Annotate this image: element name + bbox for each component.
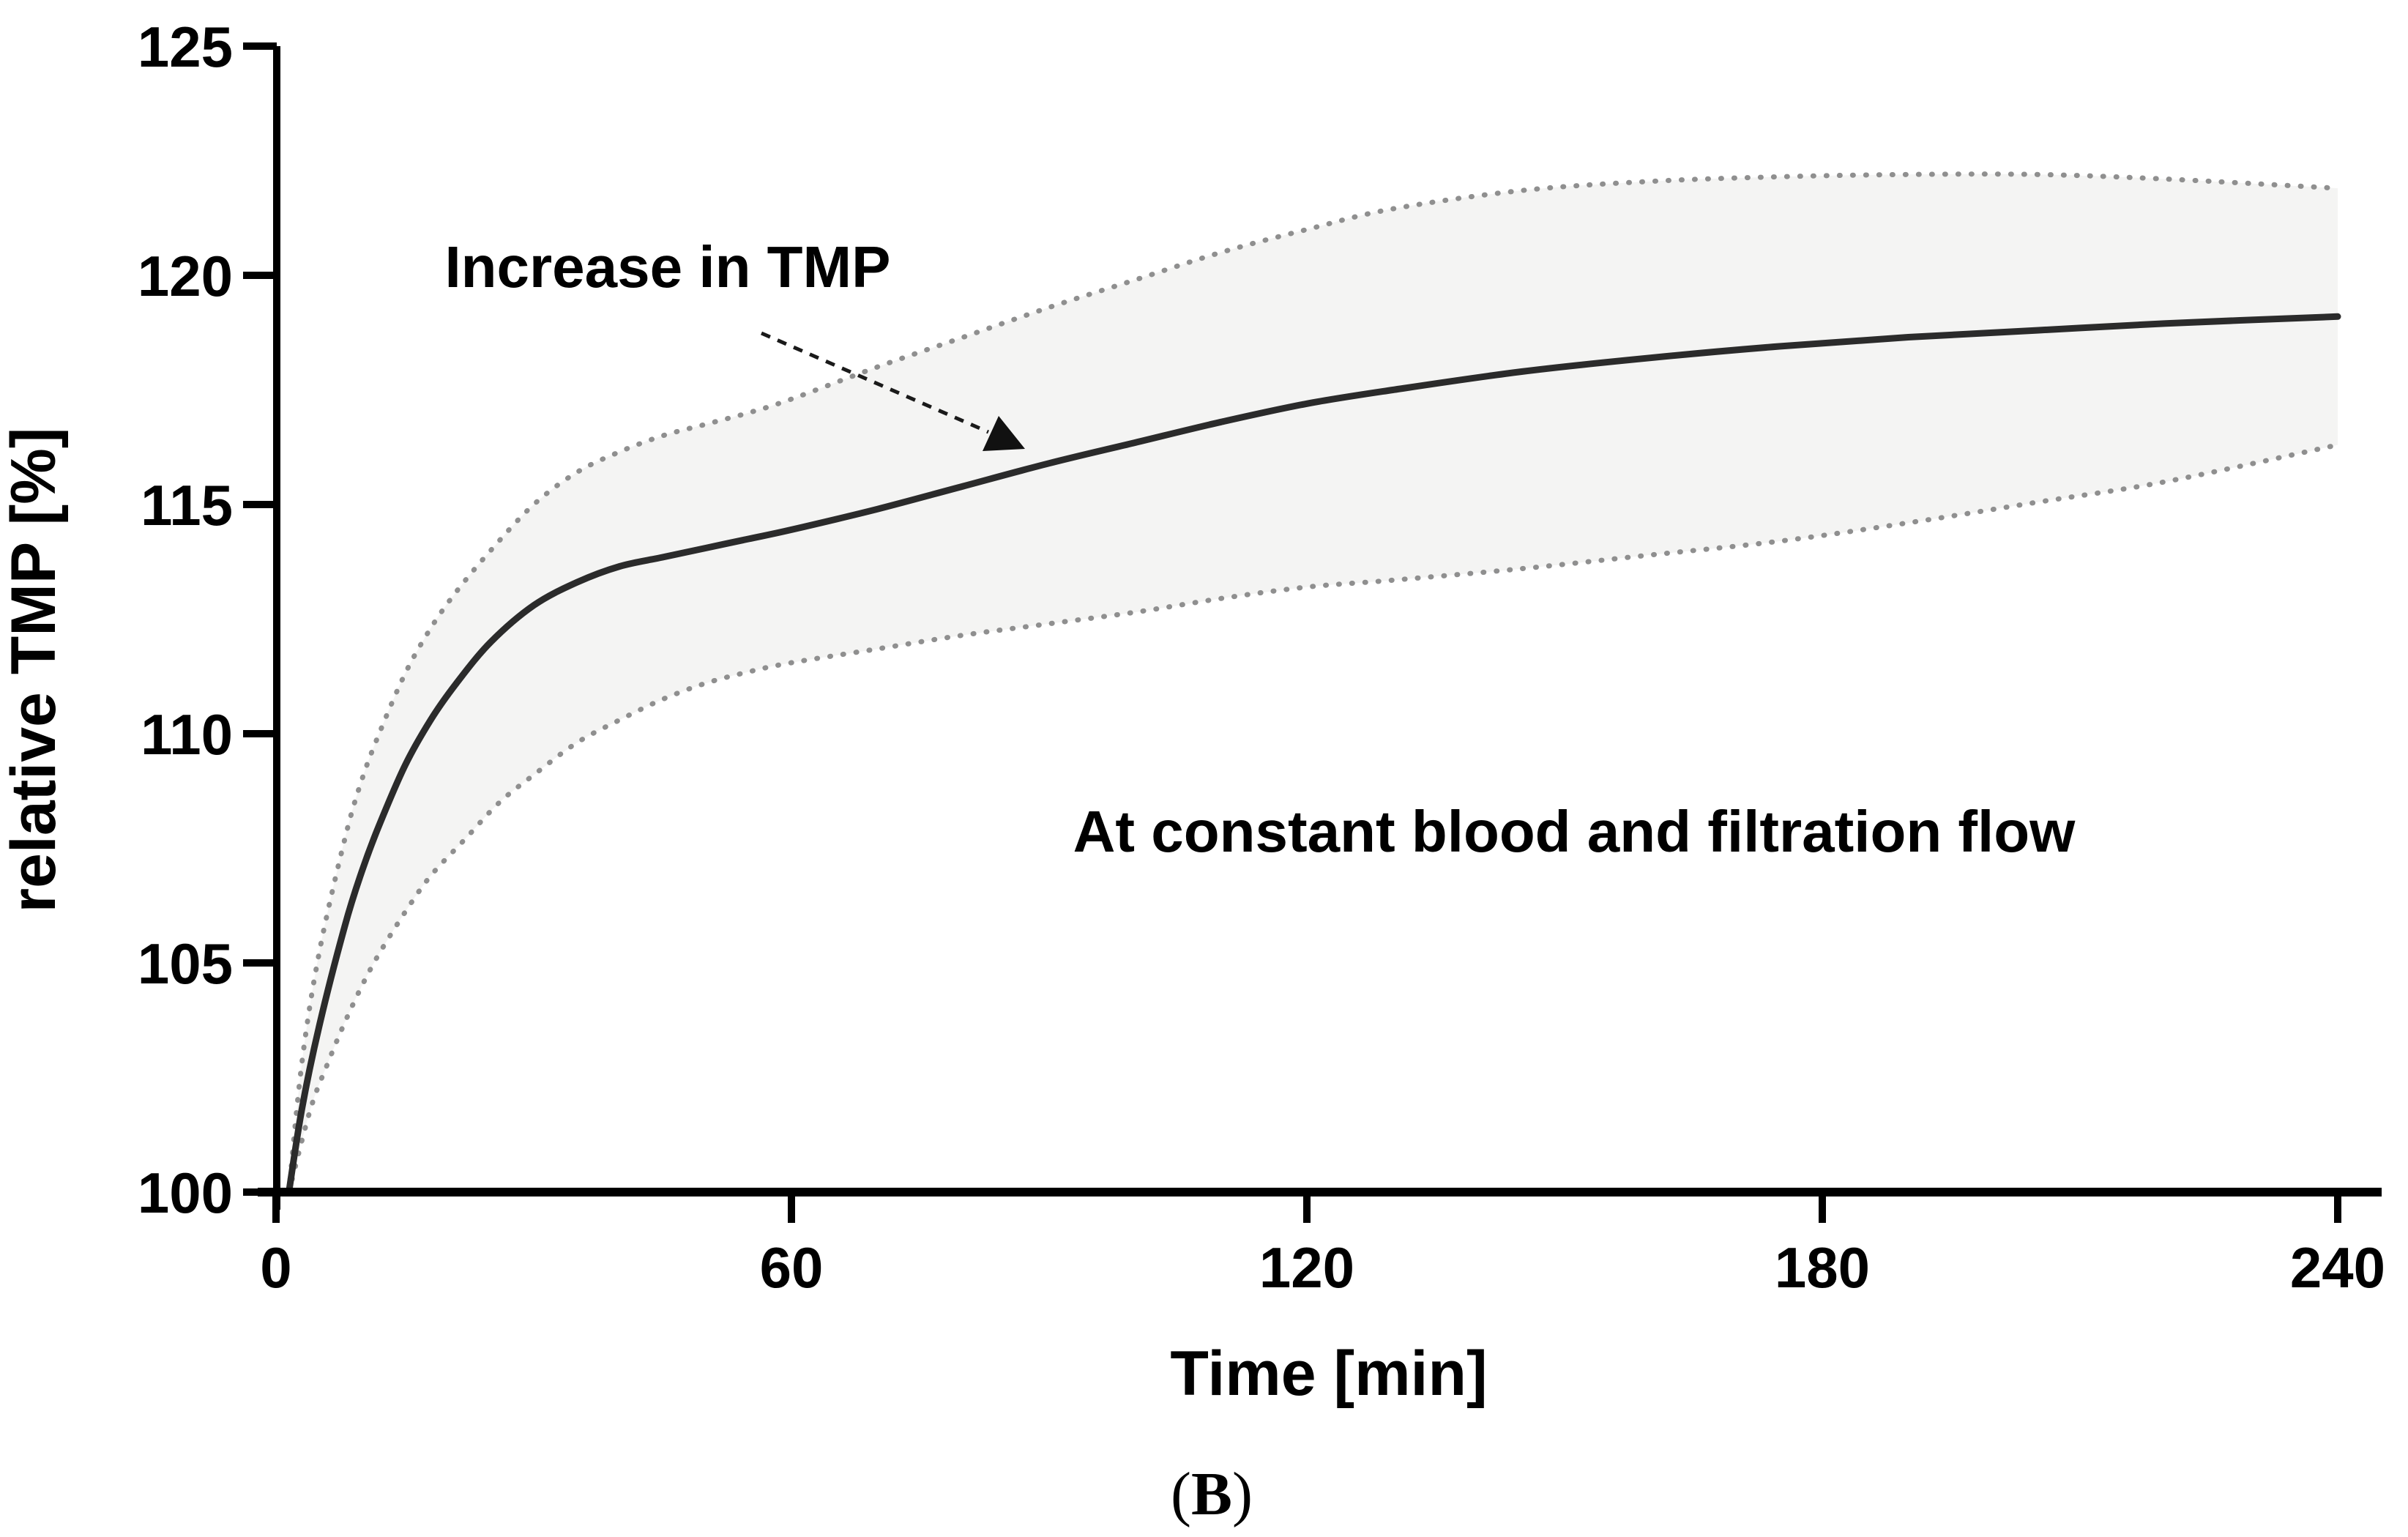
mean-tmp-curve xyxy=(286,313,2341,1196)
annotation-arrow-shaft xyxy=(761,331,989,434)
caption-paren-close: ) xyxy=(1232,1460,1253,1528)
x-axis-ticks: 0 60 120 180 240 xyxy=(260,1192,2385,1300)
upper-bound-curve xyxy=(286,171,2341,1195)
y-tick-label: 125 xyxy=(138,15,233,79)
caption-letter: B xyxy=(1191,1460,1232,1528)
annotation-arrowhead-icon xyxy=(983,416,1025,451)
y-tick-label: 110 xyxy=(141,702,233,767)
annotation-increase-tmp: Increase in TMP xyxy=(444,234,890,299)
x-tick-label: 0 xyxy=(260,1235,291,1300)
caption-paren-open: ( xyxy=(1171,1460,1191,1528)
confidence-band xyxy=(288,174,2338,1193)
y-tick-label: 105 xyxy=(138,931,233,996)
y-axis-ticks: 100 105 110 115 120 125 xyxy=(138,15,277,1225)
x-tick-label: 120 xyxy=(1259,1235,1354,1300)
y-tick-label: 100 xyxy=(138,1161,233,1225)
y-tick-label: 120 xyxy=(138,244,233,308)
figure-caption: (B) xyxy=(1171,1460,1253,1528)
y-axis-title: relative TMP [%] xyxy=(0,428,69,913)
x-tick-label: 60 xyxy=(760,1235,824,1300)
x-tick-label: 240 xyxy=(2290,1235,2385,1300)
axes xyxy=(258,46,2382,1210)
y-tick-label: 115 xyxy=(141,473,233,537)
x-tick-label: 180 xyxy=(1775,1235,1870,1300)
annotation-constant-flow: At constant blood and filtration flow xyxy=(1073,799,2076,864)
x-axis-title: Time [min] xyxy=(1170,1339,1487,1409)
